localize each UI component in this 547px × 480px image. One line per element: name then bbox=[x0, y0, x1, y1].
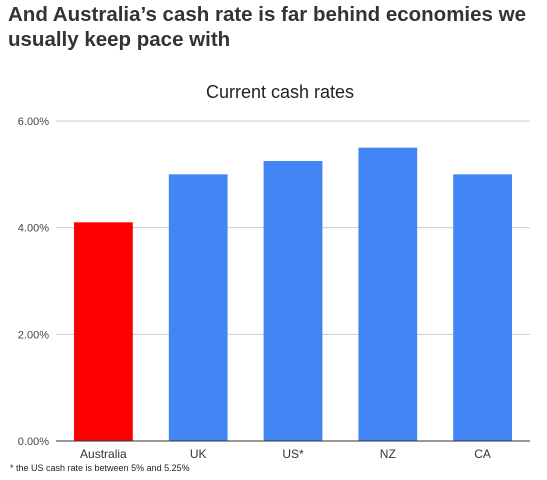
x-tick-label: CA bbox=[474, 447, 491, 460]
chart-title: Current cash rates bbox=[206, 82, 354, 102]
x-axis-ticks: Australia UK US* NZ CA bbox=[80, 447, 491, 460]
bar-us bbox=[263, 161, 323, 441]
bars bbox=[74, 147, 512, 442]
x-tick-label: NZ bbox=[380, 447, 396, 460]
y-tick-label: 0.00% bbox=[18, 436, 49, 448]
headline: And Australia’s cash rate is far behind … bbox=[8, 3, 526, 51]
y-axis-ticks: 0.00% 2.00% 4.00% 6.00% bbox=[18, 116, 49, 448]
x-tick-label: US* bbox=[282, 447, 304, 460]
bar-uk bbox=[168, 174, 228, 442]
y-tick-label: 2.00% bbox=[18, 329, 49, 341]
bar-australia bbox=[74, 222, 133, 441]
x-tick-label: Australia bbox=[80, 447, 127, 460]
bar-ca bbox=[453, 174, 512, 442]
x-tick-label: UK bbox=[190, 447, 207, 460]
bar-nz bbox=[358, 147, 418, 441]
footnote: * the US cash rate is between 5% and 5.2… bbox=[10, 463, 190, 473]
y-tick-label: 4.00% bbox=[18, 223, 49, 235]
y-tick-label: 6.00% bbox=[18, 116, 49, 128]
cash-rate-chart: Current cash rates 0.00%2.00%4.00%6.00% … bbox=[18, 82, 530, 460]
